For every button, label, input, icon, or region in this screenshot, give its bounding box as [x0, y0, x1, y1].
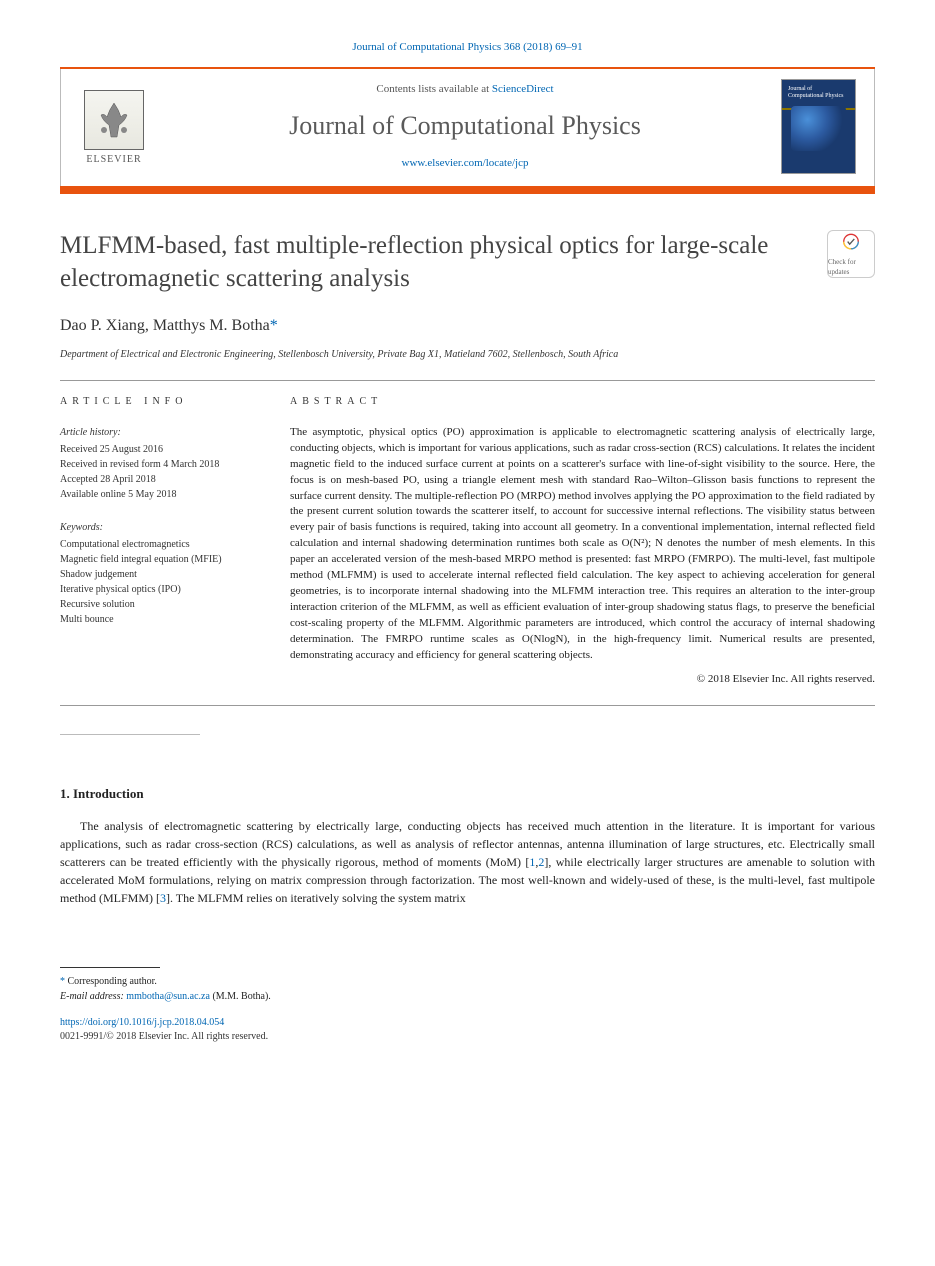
- history-line: Received 25 August 2016: [60, 442, 260, 457]
- masthead: ELSEVIER Contents lists available at Sci…: [60, 69, 875, 186]
- article-info-column: ARTICLE INFO Article history: Received 2…: [60, 395, 260, 687]
- keyword: Shadow judgement: [60, 567, 260, 582]
- publisher-logo[interactable]: ELSEVIER: [79, 87, 149, 167]
- email-person: (M.M. Botha).: [210, 991, 271, 1002]
- sciencedirect-link[interactable]: ScienceDirect: [492, 83, 554, 95]
- intro-paragraph: The analysis of electromagnetic scatteri…: [60, 817, 875, 907]
- authors: Dao P. Xiang, Matthys M. Botha*: [60, 315, 875, 337]
- contents-available: Contents lists available at ScienceDirec…: [167, 82, 763, 97]
- info-abstract-row: ARTICLE INFO Article history: Received 2…: [60, 395, 875, 687]
- cover-thumb-title: Journal of Computational Physics: [786, 84, 851, 101]
- keyword: Multi bounce: [60, 612, 260, 627]
- keywords-block: Keywords: Computational electromagnetics…: [60, 520, 260, 627]
- footer: * Corresponding author. E-mail address: …: [60, 967, 875, 1044]
- keywords-label: Keywords:: [60, 520, 260, 535]
- crossmark-icon: [837, 231, 865, 257]
- email-link[interactable]: mmbotha@sun.ac.za: [126, 991, 210, 1002]
- history-label: Article history:: [60, 425, 260, 440]
- crossmark-badge[interactable]: Check for updates: [827, 230, 875, 278]
- doi-link[interactable]: https://doi.org/10.1016/j.jcp.2018.04.05…: [60, 1016, 875, 1030]
- masthead-center: Contents lists available at ScienceDirec…: [167, 82, 763, 171]
- email-label: E-mail address:: [60, 991, 126, 1002]
- corresponding-author-note: * Corresponding author.: [60, 974, 875, 989]
- divider-1: [60, 380, 875, 381]
- history-line: Available online 5 May 2018: [60, 487, 260, 502]
- keyword: Iterative physical optics (IPO): [60, 582, 260, 597]
- crossmark-label: Check for updates: [828, 258, 874, 278]
- elsevier-tree-icon: [84, 90, 144, 150]
- cover-thumb-art: [791, 106, 846, 151]
- article-history: Article history: Received 25 August 2016…: [60, 425, 260, 502]
- article-main: MLFMM-based, fast multiple-reflection ph…: [60, 230, 875, 1044]
- journal-cover-thumb[interactable]: Journal of Computational Physics: [781, 79, 856, 174]
- author-names: Dao P. Xiang, Matthys M. Botha: [60, 317, 270, 334]
- article-info-heading: ARTICLE INFO: [60, 395, 260, 409]
- keyword: Computational electromagnetics: [60, 537, 260, 552]
- footnote-rule: [60, 967, 160, 968]
- contents-prefix: Contents lists available at: [376, 83, 491, 95]
- intro-heading: 1. Introduction: [60, 785, 875, 803]
- issn-copyright: 0021-9991/© 2018 Elsevier Inc. All right…: [60, 1030, 875, 1044]
- email-line: E-mail address: mmbotha@sun.ac.za (M.M. …: [60, 989, 875, 1004]
- introduction-section: 1. Introduction The analysis of electrom…: [60, 785, 875, 907]
- keyword: Magnetic field integral equation (MFIE): [60, 552, 260, 567]
- corresponding-marker[interactable]: *: [270, 317, 278, 334]
- header-citation: Journal of Computational Physics 368 (20…: [60, 40, 875, 55]
- divider-short: [60, 734, 200, 735]
- intro-text: ]. The MLFMM relies on iteratively solvi…: [166, 891, 466, 905]
- publisher-name: ELSEVIER: [86, 153, 141, 167]
- corr-star-icon: *: [60, 976, 65, 987]
- abstract-heading: ABSTRACT: [290, 395, 875, 409]
- corr-label: Corresponding author.: [68, 976, 157, 987]
- divider-2: [60, 705, 875, 706]
- history-line: Accepted 28 April 2018: [60, 472, 260, 487]
- abstract-copyright: © 2018 Elsevier Inc. All rights reserved…: [290, 672, 875, 687]
- affiliation: Department of Electrical and Electronic …: [60, 348, 875, 362]
- journal-name: Journal of Computational Physics: [167, 108, 763, 144]
- journal-homepage-link[interactable]: www.elsevier.com/locate/jcp: [167, 156, 763, 171]
- article-title: MLFMM-based, fast multiple-reflection ph…: [60, 230, 807, 295]
- keyword: Recursive solution: [60, 597, 260, 612]
- abstract-text: The asymptotic, physical optics (PO) app…: [290, 425, 875, 664]
- bottom-rule: [60, 186, 875, 194]
- history-line: Received in revised form 4 March 2018: [60, 457, 260, 472]
- abstract-column: ABSTRACT The asymptotic, physical optics…: [290, 395, 875, 687]
